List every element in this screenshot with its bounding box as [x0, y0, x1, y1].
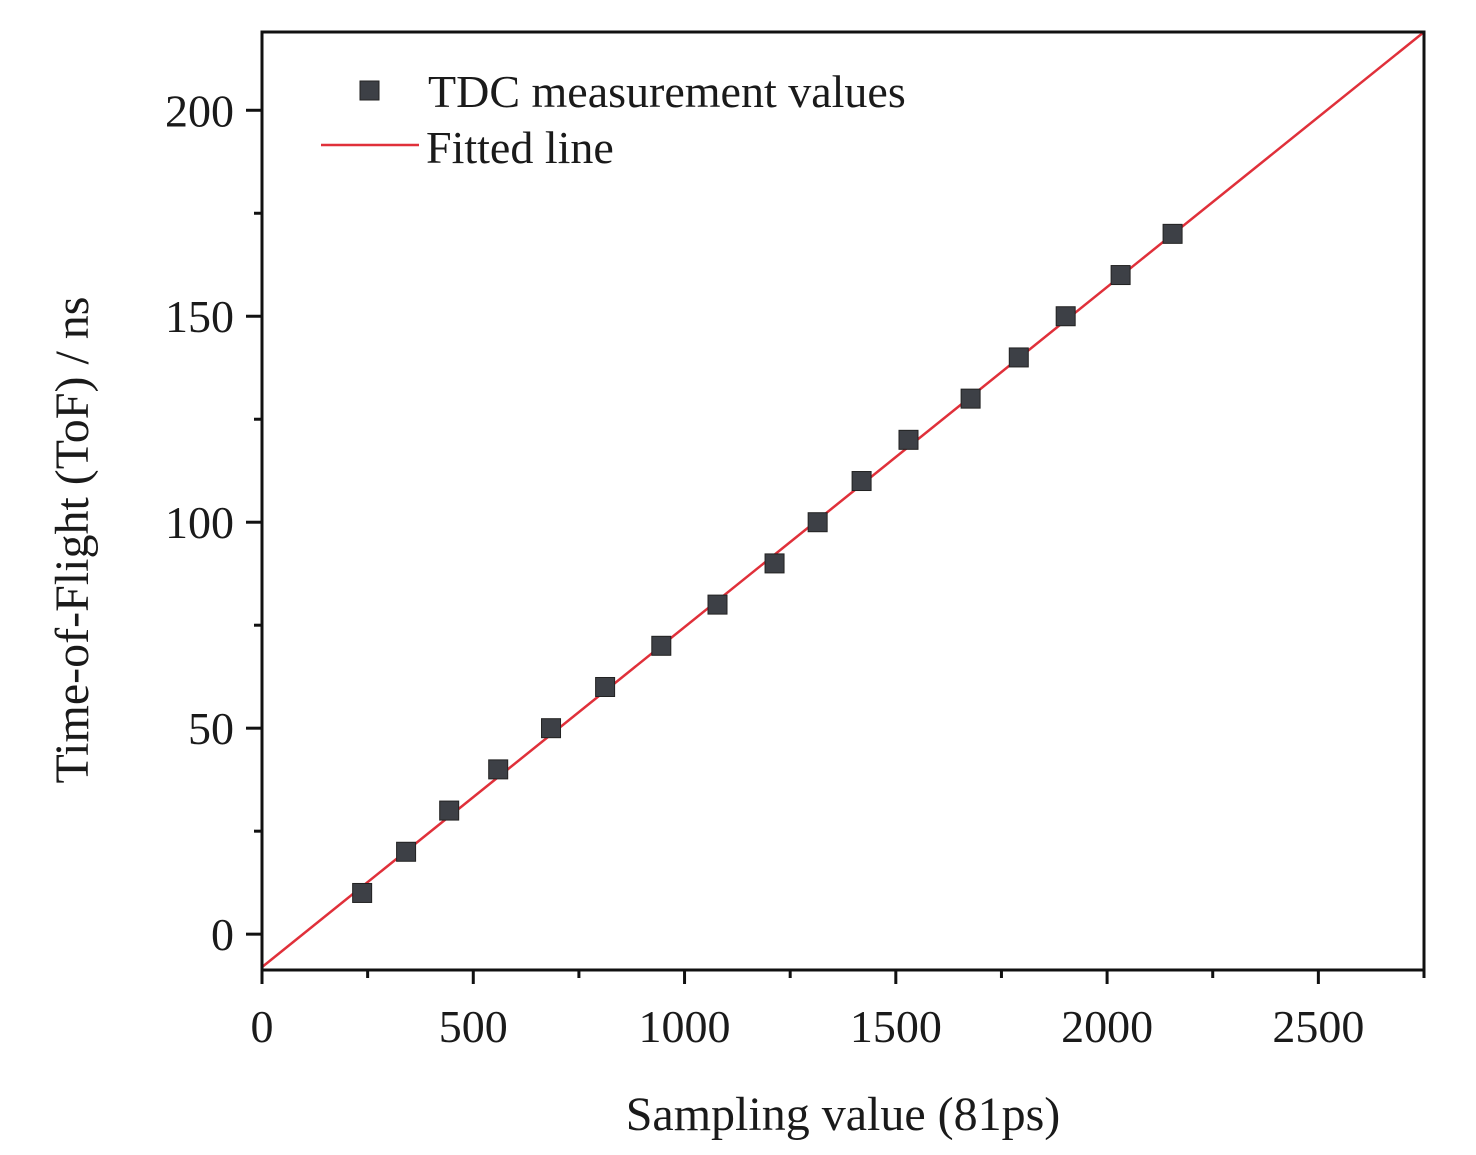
- x-tick-label: 2000: [1061, 1001, 1153, 1052]
- y-tick-label: 50: [188, 703, 234, 754]
- data-point: [960, 388, 981, 409]
- x-tick-label: 1000: [639, 1001, 731, 1052]
- data-point: [595, 676, 616, 697]
- data-point: [488, 759, 509, 780]
- data-point: [541, 718, 562, 739]
- x-tick-label: 500: [439, 1001, 508, 1052]
- y-tick-label: 200: [165, 85, 234, 136]
- data-point: [807, 512, 828, 533]
- y-tick-label: 0: [211, 909, 234, 960]
- data-point: [1162, 223, 1183, 244]
- data-point: [352, 882, 373, 903]
- data-point: [851, 471, 872, 492]
- plot-frame: [260, 30, 1426, 972]
- data-point: [439, 800, 460, 821]
- x-tick-label: 2500: [1272, 1001, 1364, 1052]
- data-point: [1008, 347, 1029, 368]
- x-tick-label: 1500: [850, 1001, 942, 1052]
- x-axis-label: Sampling value (81ps): [626, 1088, 1061, 1141]
- data-point: [1055, 306, 1076, 327]
- legend-label-fit: Fitted line: [426, 122, 614, 173]
- legend-label-scatter: TDC measurement values: [428, 66, 906, 117]
- data-point: [707, 594, 728, 615]
- legend: TDC measurement values Fitted line: [321, 66, 906, 173]
- data-point: [1110, 265, 1131, 286]
- data-point: [651, 635, 672, 656]
- legend-marker-scatter: [359, 80, 380, 101]
- y-tick-label: 100: [165, 497, 234, 548]
- data-point: [898, 429, 919, 450]
- data-point: [396, 841, 417, 862]
- y-tick-label: 150: [165, 291, 234, 342]
- x-tick-label: 0: [251, 1001, 274, 1052]
- y-axis-label: Time-of-Flight (ToF) / ns: [46, 297, 99, 784]
- data-point: [764, 553, 785, 574]
